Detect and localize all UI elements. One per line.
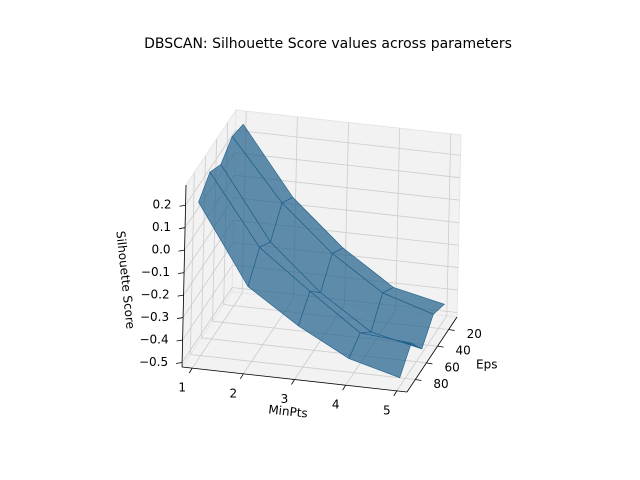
grid-line: [182, 242, 234, 318]
tick-mark: [448, 329, 455, 331]
tick-mark: [178, 249, 185, 252]
grid-line: [235, 129, 461, 156]
x-axis-label: MinPts: [268, 402, 309, 420]
x-tick-label: 5: [383, 403, 391, 417]
z-axis-label: Silhouette Score: [113, 230, 137, 329]
grid-line: [235, 152, 461, 179]
axis-line: [181, 184, 187, 368]
z-tick-label: −0.3: [140, 310, 169, 324]
y-tick-label: 20: [467, 327, 482, 341]
grid-line: [189, 172, 195, 355]
tick-mark: [291, 379, 295, 385]
tick-mark: [188, 367, 193, 374]
z-tick-label: −0.2: [140, 288, 169, 302]
z-tick-label: 0.0: [151, 243, 170, 257]
tick-mark: [178, 272, 185, 275]
axis-line: [406, 316, 458, 393]
z-tick-label: −0.4: [139, 333, 168, 347]
tick-mark: [426, 362, 433, 365]
x-tick-label: 1: [178, 381, 186, 395]
tick-mark: [437, 345, 444, 348]
tick-mark: [342, 384, 346, 391]
y-tick-label: 40: [456, 344, 471, 358]
x-tick-label: 4: [332, 398, 340, 412]
grid-line: [182, 264, 233, 341]
z-tick-label: −0.1: [141, 265, 170, 279]
z-tick-label: 0.2: [152, 198, 171, 212]
tick-mark: [176, 362, 183, 364]
axis-line: [181, 366, 408, 393]
tick-mark: [178, 227, 186, 230]
grid-line: [185, 130, 236, 206]
tick-mark: [415, 379, 422, 381]
grid-line: [446, 133, 452, 316]
y-axis-label: Eps: [476, 358, 497, 372]
grid-line: [181, 287, 233, 363]
tick-mark: [393, 390, 398, 397]
chart-title: DBSCAN: Silhouette Score values across p…: [144, 36, 512, 52]
x-tick-label: 3: [281, 392, 289, 406]
y-tick-label: 60: [444, 360, 459, 374]
surface: [198, 123, 445, 379]
x-tick-label: 2: [230, 386, 238, 400]
tick-mark: [179, 204, 186, 207]
surface-patch: [198, 171, 260, 288]
y-tick-label: 80: [433, 377, 448, 391]
tick-mark: [176, 339, 183, 342]
grid-line: [190, 354, 416, 380]
grid-line: [395, 128, 401, 311]
z-tick-label: 0.1: [152, 220, 171, 234]
tick-mark: [177, 317, 184, 319]
tick-mark: [177, 294, 184, 297]
z-tick-label: −0.5: [139, 355, 168, 369]
tick-mark: [240, 373, 244, 380]
